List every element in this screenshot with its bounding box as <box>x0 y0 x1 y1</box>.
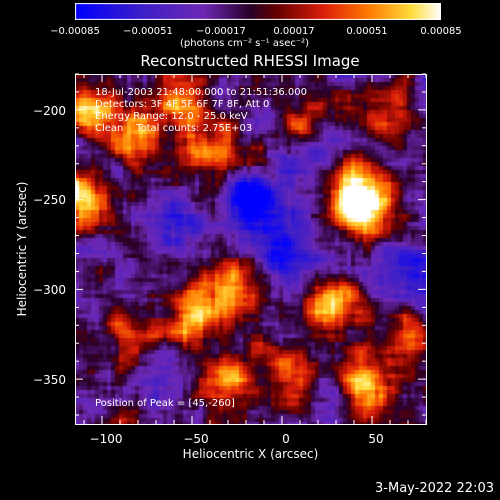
colorbar <box>75 3 441 20</box>
annotation-energy: Energy Range: 12.0 - 25.0 keV <box>95 111 248 122</box>
x-axis-label: Heliocentric X (arcsec) <box>182 447 319 461</box>
colorbar-tick: −0.00051 <box>123 26 173 37</box>
annotation-counts: Clean Total counts: 2.75E+03 <box>95 123 253 134</box>
y-tick-label: −300 <box>33 283 66 297</box>
colorbar-tick: 0.00051 <box>346 26 388 37</box>
y-axis-label: Heliocentric Y (arcsec) <box>15 181 29 317</box>
x-tick-label: 0 <box>282 432 290 446</box>
colorbar-tick: −0.00085 <box>50 26 100 37</box>
annotation-detectors: Detectors: 3F 4F 5F 6F 7F 8F, Att 0 <box>95 99 270 110</box>
colorbar-units: (photons cm⁻² s⁻¹ asec⁻²) <box>180 38 310 49</box>
peak-position-label: Position of Peak = [45,-260] <box>95 398 235 409</box>
plot-area: 18-Jul-2003 21:48:00.000 to 21:51:36.000… <box>75 74 426 424</box>
timestamp: 3-May-2022 22:03 <box>375 481 494 496</box>
annotation-time: 18-Jul-2003 21:48:00.000 to 21:51:36.000 <box>95 87 307 98</box>
x-tick-label: −100 <box>89 432 123 446</box>
y-tick-label: −350 <box>33 373 66 387</box>
chart-title: Reconstructed RHESSI Image <box>140 52 360 70</box>
y-tick-label: −200 <box>33 104 66 118</box>
y-tick-label: −250 <box>33 193 66 207</box>
colorbar-tick: 0.00085 <box>420 26 462 37</box>
heatmap-image <box>75 74 426 424</box>
colorbar-tick: 0.00017 <box>273 26 315 37</box>
x-tick-label: 50 <box>368 432 384 446</box>
x-tick-label: −50 <box>183 432 209 446</box>
colorbar-tick: −0.00017 <box>196 26 246 37</box>
